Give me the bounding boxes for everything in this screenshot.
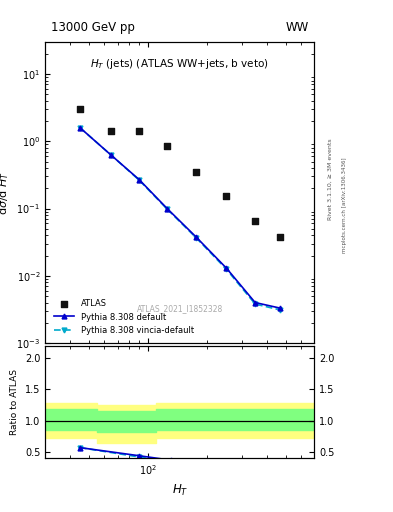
- Pythia 8.308 default: [224, 265, 229, 271]
- Pythia 8.308 default: [253, 300, 257, 306]
- ATLAS: [193, 168, 199, 176]
- ATLAS: [136, 127, 142, 136]
- Pythia 8.308 vincia-default: [194, 234, 198, 241]
- Text: mcplots.cern.ch [arXiv:1306.3436]: mcplots.cern.ch [arXiv:1306.3436]: [342, 157, 347, 252]
- Text: ATLAS_2021_I1852328: ATLAS_2021_I1852328: [137, 304, 223, 313]
- ATLAS: [77, 105, 83, 113]
- Y-axis label: Ratio to ATLAS: Ratio to ATLAS: [10, 369, 19, 435]
- Pythia 8.308 vincia-default: [278, 307, 283, 313]
- Pythia 8.308 vincia-default: [109, 152, 114, 158]
- Pythia 8.308 default: [109, 152, 114, 158]
- Pythia 8.308 vincia-default: [253, 301, 257, 307]
- Text: $H_T$ (jets) (ATLAS WW+jets, b veto): $H_T$ (jets) (ATLAS WW+jets, b veto): [90, 57, 269, 71]
- ATLAS: [223, 191, 230, 200]
- Pythia 8.308 vincia-default: [77, 124, 82, 131]
- Pythia 8.308 vincia-default: [137, 177, 141, 183]
- Pythia 8.308 default: [165, 205, 169, 211]
- ATLAS: [164, 142, 170, 150]
- Pythia 8.308 default: [278, 305, 283, 311]
- Y-axis label: d$\sigma$/d $H_T$: d$\sigma$/d $H_T$: [0, 170, 11, 215]
- ATLAS: [108, 127, 114, 136]
- Text: 13000 GeV pp: 13000 GeV pp: [51, 22, 134, 34]
- Pythia 8.308 vincia-default: [224, 266, 229, 272]
- Pythia 8.308 default: [194, 234, 198, 240]
- Pythia 8.308 default: [77, 124, 82, 131]
- Legend: ATLAS, Pythia 8.308 default, Pythia 8.308 vincia-default: ATLAS, Pythia 8.308 default, Pythia 8.30…: [50, 295, 198, 339]
- Text: Rivet 3.1.10, ≥ 3M events: Rivet 3.1.10, ≥ 3M events: [328, 138, 333, 220]
- ATLAS: [252, 217, 258, 225]
- Text: WW: WW: [286, 22, 309, 34]
- Pythia 8.308 vincia-default: [165, 206, 169, 212]
- Line: Pythia 8.308 default: Pythia 8.308 default: [77, 125, 283, 311]
- Pythia 8.308 default: [137, 177, 141, 183]
- Line: Pythia 8.308 vincia-default: Pythia 8.308 vincia-default: [77, 125, 283, 312]
- X-axis label: $H_T$: $H_T$: [172, 482, 188, 498]
- ATLAS: [277, 233, 283, 241]
